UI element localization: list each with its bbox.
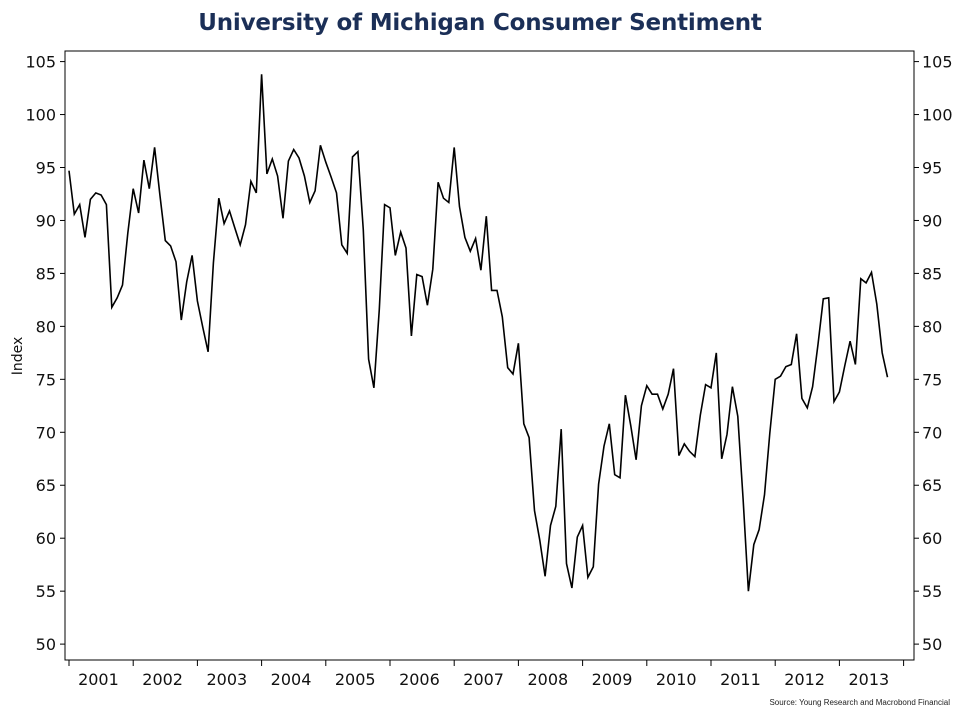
y-tick-label-left: 80	[36, 317, 56, 336]
x-tick-label: 2004	[271, 670, 312, 689]
y-tick-label-right: 70	[922, 423, 942, 442]
plot-frame	[64, 50, 915, 661]
y-tick-label-left: 60	[36, 529, 56, 548]
x-tick-label: 2001	[78, 670, 119, 689]
series-line	[68, 74, 889, 592]
y-tick-label-right: 100	[922, 106, 953, 125]
x-tick-label: 2012	[784, 670, 825, 689]
chart-title: University of Michigan Consumer Sentimen…	[198, 10, 762, 36]
y-tick-label-left: 95	[36, 159, 56, 178]
right-axis: 50 55 60 65 70 75 80 85 90 95 100 105	[914, 53, 953, 654]
y-tick-label-left: 105	[25, 53, 56, 72]
y-tick-label-left: 100	[25, 106, 56, 125]
left-axis: 50 55 60 65 70 75 80 85 90 95 100 105	[25, 53, 65, 654]
x-tick-label: 2002	[142, 670, 183, 689]
y-tick-label-right: 105	[922, 53, 953, 72]
y-tick-label-right: 75	[922, 370, 942, 389]
x-tick-label: 2013	[848, 670, 889, 689]
y-tick-label-right: 85	[922, 264, 942, 283]
x-tick-label: 2007	[463, 670, 504, 689]
x-tick-label: 2003	[206, 670, 247, 689]
y-tick-label-right: 80	[922, 317, 942, 336]
y-tick-label-right: 55	[922, 582, 942, 601]
y-tick-label-right: 60	[922, 529, 942, 548]
source-note: Source: Young Research and Macrobond Fin…	[769, 698, 950, 707]
y-tick-label-left: 75	[36, 370, 56, 389]
y-axis-label: Index	[10, 337, 26, 376]
x-tick-label: 2011	[720, 670, 761, 689]
y-tick-label-left: 65	[36, 476, 56, 495]
x-tick-label: 2005	[335, 670, 376, 689]
x-tick-label: 2006	[399, 670, 440, 689]
y-tick-label-right: 65	[922, 476, 942, 495]
x-tick-label: 2009	[592, 670, 633, 689]
y-tick-label-left: 85	[36, 264, 56, 283]
x-tick-label: 2008	[527, 670, 568, 689]
y-tick-label-right: 50	[922, 635, 942, 654]
x-tick-label: 2010	[656, 670, 697, 689]
y-tick-label-left: 50	[36, 635, 56, 654]
y-tick-label-left: 90	[36, 211, 56, 230]
y-tick-label-right: 90	[922, 211, 942, 230]
y-tick-label-right: 95	[922, 159, 942, 178]
y-tick-label-left: 70	[36, 423, 56, 442]
y-tick-label-left: 55	[36, 582, 56, 601]
x-axis: 2001 2002 2003 2004 2005 2006 2007 2008 2009 2010…	[68, 660, 905, 689]
